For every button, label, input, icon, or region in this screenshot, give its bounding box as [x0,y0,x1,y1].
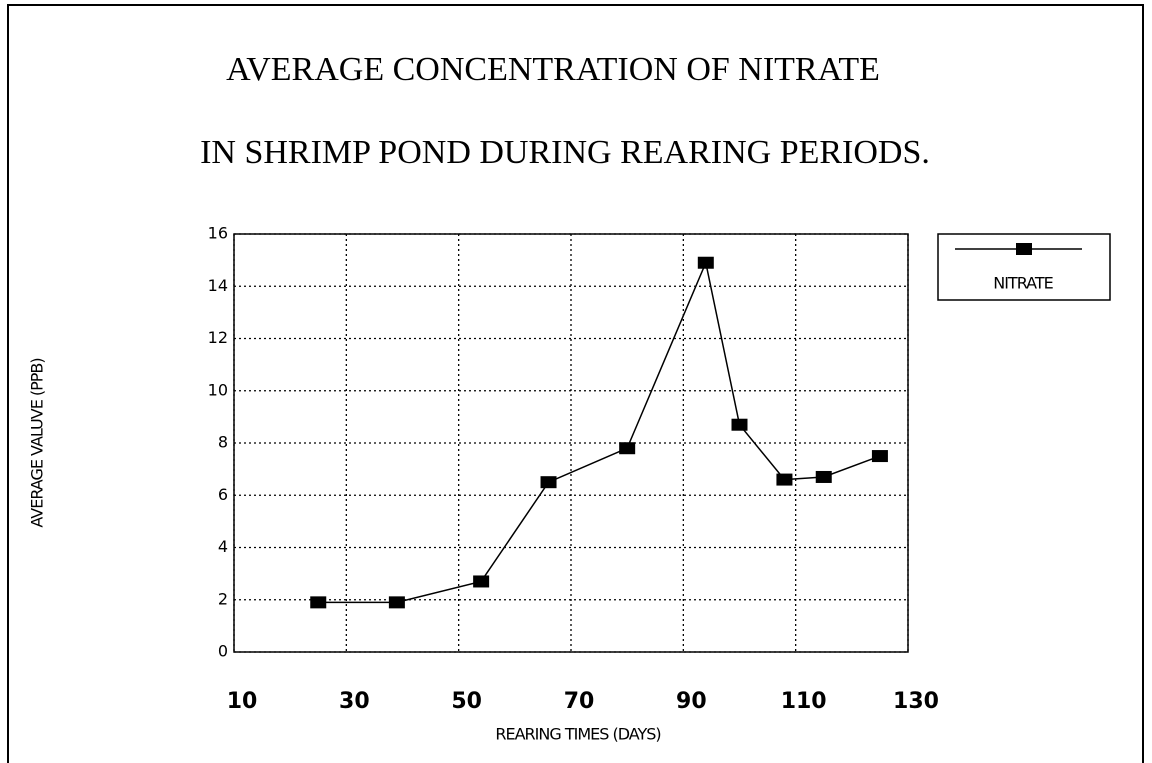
legend-marker [1016,243,1032,255]
y-tick-label: 12 [208,328,228,347]
y-tick-label: 14 [208,276,228,295]
data-point [815,470,832,483]
data-point [388,596,405,609]
legend-box [937,233,1111,301]
y-tick-label: 0 [218,642,228,661]
data-line [318,260,881,604]
x-tick-label: 50 [451,689,482,714]
y-tick-label: 2 [218,589,228,608]
data-point [871,450,888,463]
x-tick-label: 10 [227,689,258,714]
legend-label: NITRATE [993,274,1053,293]
chart-title: AVERAGE CONCENTRATION OF NITRATE [226,51,880,88]
x-tick-label: 110 [781,689,827,714]
x-axis-label: REARING TIMES (DAYS) [495,725,660,744]
frame [7,4,1144,763]
x-tick-label: 90 [676,689,707,714]
data-point [776,473,793,486]
data-point [540,476,557,489]
y-tick-label: 10 [208,380,228,399]
chart-subtitle: IN SHRIMP POND DURING REARING PERIODS. [200,134,930,171]
data-point [619,442,636,455]
x-tick-label: 70 [564,689,595,714]
data-point [697,256,714,269]
x-tick-label: 30 [339,689,370,714]
y-axis-label: AVERAGE VALUVE (PPB) [28,358,47,527]
data-point [473,575,490,588]
data-point [310,596,327,609]
y-tick-label: 6 [218,485,228,504]
y-tick-label: 4 [218,537,228,556]
y-tick-label: 8 [218,433,228,452]
data-point [731,418,748,431]
x-tick-label: 130 [893,689,939,714]
y-tick-label: 16 [208,224,228,243]
plot-area [233,233,909,653]
